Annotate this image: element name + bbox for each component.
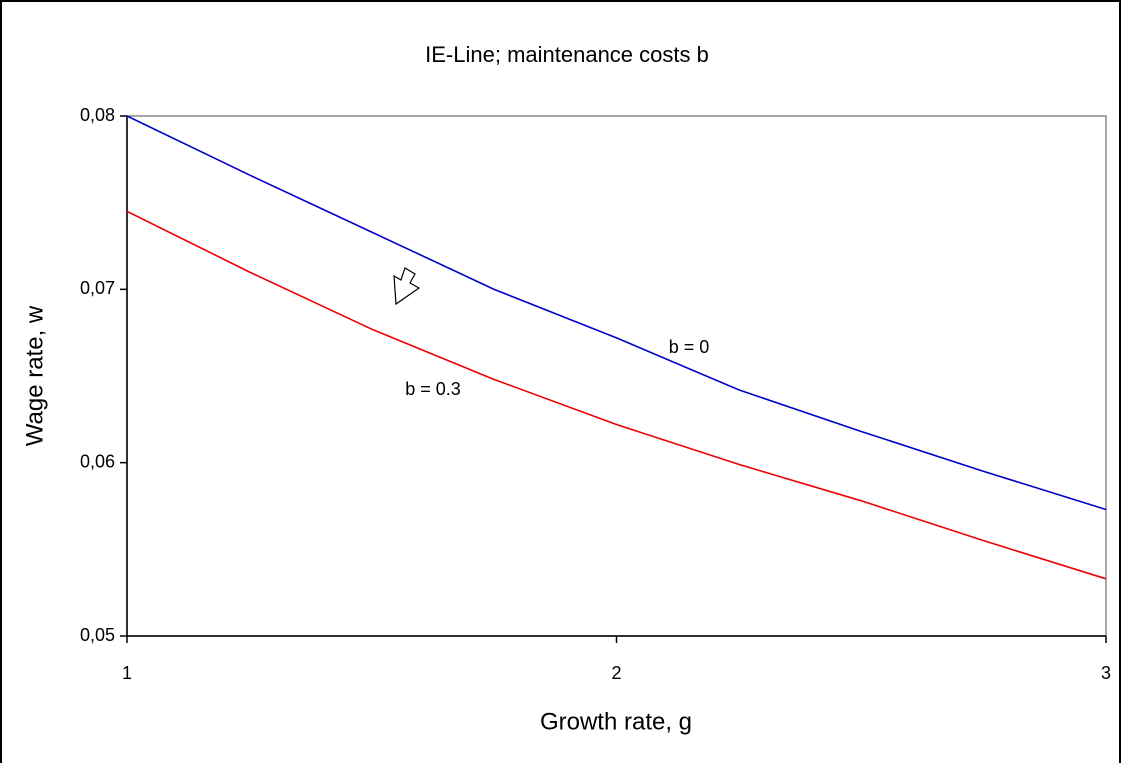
x-tick-label: 2 [611, 663, 621, 683]
series-label: b = 0 [669, 337, 710, 357]
y-tick-label: 0,06 [80, 451, 115, 471]
y-tick-label: 0,07 [80, 278, 115, 298]
y-axis-title: Wage rate, w [21, 305, 48, 446]
y-tick-label: 0,08 [80, 105, 115, 125]
x-axis-title: Growth rate, g [540, 708, 692, 735]
x-tick-label: 3 [1101, 663, 1111, 683]
x-tick-label: 1 [122, 663, 132, 683]
shift-arrow [393, 267, 421, 306]
y-tick-label: 0,05 [80, 625, 115, 645]
chart-title: IE-Line; maintenance costs b [425, 42, 709, 67]
series-label: b = 0.3 [405, 379, 461, 399]
series-line [126, 210, 1107, 580]
series-line [126, 115, 1107, 511]
